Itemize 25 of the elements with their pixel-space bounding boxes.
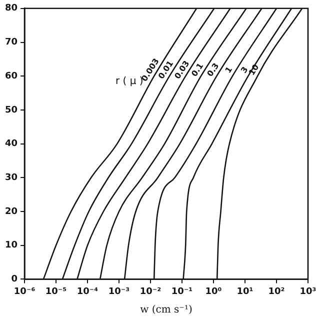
text: 0.3 [205,61,221,78]
y-tick-label: 50 [4,105,18,116]
x-tick-label: 10⁻⁶ [14,286,36,297]
text: 1 [224,65,234,75]
y-tick-label: 30 [4,172,18,183]
y-tick-label: 80 [4,4,18,14]
x-tick-label: 10⁻¹ [171,286,193,297]
y-tick-label: 0 [11,274,18,285]
y-tick-label: 60 [4,71,18,82]
x-tick-label: 10³ [300,286,316,297]
y-tick-label: 70 [4,38,18,48]
legend-title: r ( μ ) [116,76,144,88]
x-tick-label: 10² [268,286,285,297]
x-tick-label: 10⁰ [205,286,222,297]
x-axis-title: w (cm s⁻¹) [140,304,192,316]
y-tick-label: 40 [4,139,18,150]
x-tick-label: 10¹ [236,286,254,297]
x-tick-label: 10⁻⁵ [45,286,67,297]
x-tick-label: 10⁻³ [108,286,130,297]
text: 3 [239,65,250,75]
text: 0.1 [190,61,206,78]
x-tick-label: 10⁻⁴ [76,286,98,297]
y-tick-label: 10 [4,240,18,251]
x-tick-label: 10⁻² [140,286,162,297]
y-tick-label: 20 [4,206,18,217]
